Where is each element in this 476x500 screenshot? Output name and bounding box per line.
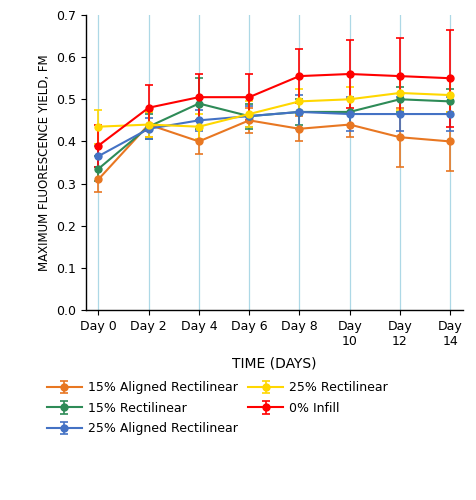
Legend: 15% Aligned Rectilinear, 15% Rectilinear, 25% Aligned Rectilinear, 25% Rectiline: 15% Aligned Rectilinear, 15% Rectilinear… (47, 381, 387, 435)
X-axis label: TIME (DAYS): TIME (DAYS) (231, 356, 316, 370)
Y-axis label: MAXIMUM FLUORESCENCE YIELD, FM: MAXIMUM FLUORESCENCE YIELD, FM (38, 54, 50, 271)
